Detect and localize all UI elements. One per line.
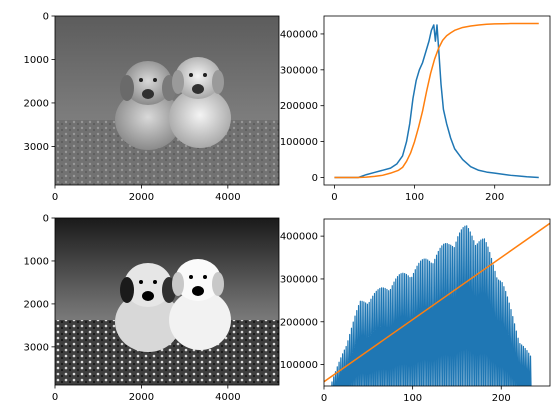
y-tick-label: 0 [43,214,49,225]
y-tick-label: 100000 [280,360,318,371]
x-tick-1-1: 100 [405,185,424,203]
series-line-3-1 [324,222,550,383]
y-tick-label: 3000 [24,142,49,153]
x-tick-1-2: 200 [485,185,504,203]
puppy-right [169,57,231,148]
x-tick-0-1: 2000 [129,185,154,203]
x-tick-2-2: 4000 [215,385,241,403]
puppy-left [115,61,181,150]
y-tick-label: 2000 [24,299,49,310]
y-tick-3-0: 100000 [280,360,324,371]
x-tick-label: 100 [405,192,424,203]
y-tick-2-2: 2000 [24,299,55,310]
y-tick-label: 0 [312,173,318,184]
x-tick-label: 2000 [129,192,154,203]
puppy-left-equalized [115,263,181,352]
x-tick-2-0: 0 [52,385,58,403]
histogram-panel-equalized [324,222,550,386]
y-tick-label: 200000 [280,101,318,112]
y-tick-1-0: 0 [312,173,324,184]
y-tick-0-0: 0 [43,12,55,23]
x-tick-label: 0 [52,392,58,403]
puppy-right-equalized [169,259,231,350]
y-tick-3-2: 300000 [280,274,324,285]
y-tick-3-1: 200000 [280,317,324,328]
y-tick-1-4: 400000 [280,29,324,40]
axes-frame-3 [323,218,551,387]
y-tick-0-3: 3000 [24,142,55,153]
y-tick-label: 200000 [280,317,318,328]
x-tick-3-1: 100 [403,386,422,404]
y-tick-1-3: 300000 [280,65,324,76]
x-tick-0-2: 4000 [215,185,241,203]
x-tick-3-0: 0 [321,386,327,404]
y-tick-label: 2000 [24,98,49,109]
y-tick-label: 300000 [280,274,318,285]
y-tick-2-3: 3000 [24,342,55,353]
axes-frame-1 [323,15,551,186]
y-tick-label: 1000 [24,256,49,267]
x-tick-label: 4000 [215,192,240,203]
x-tick-0-0: 0 [52,185,58,203]
series-line-1-0 [334,24,539,179]
y-tick-label: 400000 [280,29,318,40]
axes-frame-2 [54,217,280,386]
y-tick-label: 1000 [24,55,49,66]
x-tick-label: 2000 [129,392,154,403]
x-tick-label: 0 [331,192,337,203]
y-tick-label: 3000 [24,342,49,353]
x-tick-label: 200 [485,192,504,203]
axes-frame-0 [54,15,280,186]
x-tick-label: 100 [403,393,422,404]
y-tick-0-1: 1000 [24,55,55,66]
histogram-panel-original [334,22,539,179]
y-tick-1-2: 200000 [280,101,324,112]
y-tick-2-0: 0 [43,214,55,225]
x-tick-label: 0 [52,192,58,203]
x-tick-label: 0 [321,393,327,404]
x-tick-1-0: 0 [331,185,338,203]
y-tick-0-2: 2000 [24,98,55,109]
x-tick-2-1: 2000 [129,385,154,403]
y-tick-label: 0 [43,12,49,23]
series-line-1-1 [334,22,539,179]
y-tick-label: 300000 [280,65,318,76]
y-tick-label: 400000 [280,232,318,243]
y-tick-label: 100000 [280,137,318,148]
series-line-3-0 [331,225,532,386]
y-tick-3-3: 400000 [280,232,324,243]
y-tick-1-1: 100000 [280,137,324,148]
y-tick-2-1: 1000 [24,256,55,267]
image-panel-equalized [55,218,279,385]
x-tick-label: 200 [492,393,511,404]
image-panel-original [55,16,279,185]
x-tick-3-2: 200 [492,386,511,404]
x-tick-label: 4000 [215,392,240,403]
